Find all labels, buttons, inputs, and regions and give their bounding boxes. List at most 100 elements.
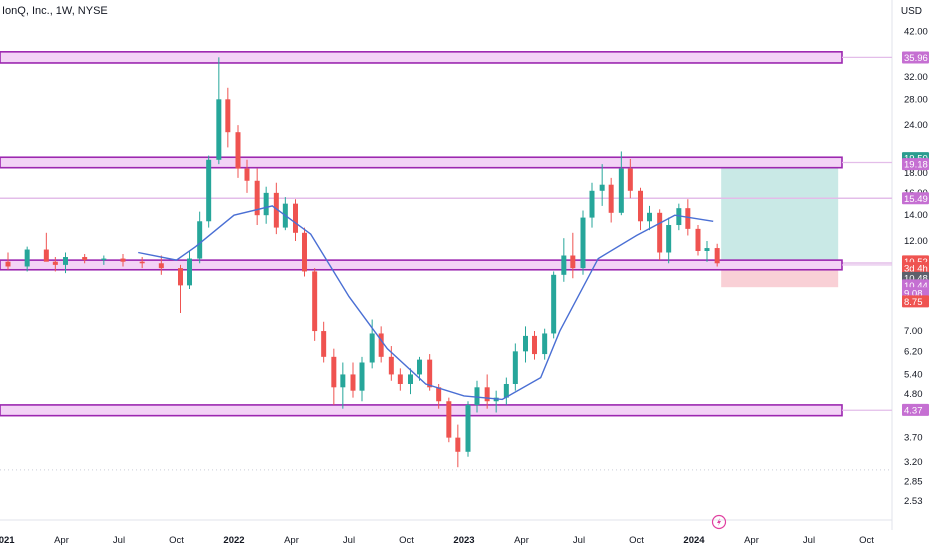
candle-body xyxy=(647,212,652,222)
y-tick-label: 4.80 xyxy=(904,389,923,400)
y-tick-label: 2.85 xyxy=(904,476,923,487)
candle-body xyxy=(254,180,260,216)
candle-body xyxy=(714,248,720,264)
price-tag-label: 35.96 xyxy=(904,53,928,64)
price-tag xyxy=(902,295,929,308)
candle-body xyxy=(474,387,480,405)
x-tick-label: Jul xyxy=(803,535,815,546)
candle-body xyxy=(378,333,384,357)
price-tag xyxy=(902,192,929,205)
candle-body xyxy=(359,362,365,391)
candle-body xyxy=(24,249,30,267)
currency-label: USD xyxy=(900,6,922,17)
candle-body xyxy=(561,255,567,275)
candle-body xyxy=(235,132,241,169)
y-tick-label: 28.00 xyxy=(904,94,928,105)
y-tick-label: 6.20 xyxy=(904,346,923,357)
candle-body xyxy=(302,232,307,272)
candle-body xyxy=(216,99,222,160)
candle-body xyxy=(197,221,203,259)
candle-body xyxy=(321,331,327,357)
candle-body xyxy=(523,335,528,352)
candle-body xyxy=(178,268,183,286)
candle-body xyxy=(52,261,58,265)
candle-body xyxy=(158,263,164,269)
candle-body xyxy=(331,356,337,388)
candle-body xyxy=(139,261,145,264)
candle-body xyxy=(465,404,471,452)
candle-body xyxy=(551,274,557,334)
y-tick-label: 3.70 xyxy=(904,433,923,444)
candle-body xyxy=(589,190,595,218)
candle-body xyxy=(608,184,614,213)
candle-body xyxy=(263,192,269,216)
x-tick-label: Apr xyxy=(744,535,759,546)
price-tag-label: 15.49 xyxy=(904,194,928,205)
candle-body xyxy=(638,190,643,222)
y-tick-label: 18.00 xyxy=(904,168,928,179)
candle-body xyxy=(417,359,422,375)
price-tag-label: 19.18 xyxy=(904,160,928,171)
x-tick-label: Jul xyxy=(573,535,585,546)
x-tick-label: 2023 xyxy=(453,535,474,546)
x-tick-label: 2024 xyxy=(683,535,705,546)
y-tick-label: 42.00 xyxy=(904,27,928,38)
candle-body xyxy=(685,208,691,229)
price-tag xyxy=(902,51,929,64)
y-tick-label: 14.00 xyxy=(904,210,928,221)
candle-body xyxy=(657,212,663,253)
candle-body xyxy=(397,374,403,384)
x-tick-label: Apr xyxy=(54,535,69,546)
y-tick-label: 12.00 xyxy=(904,236,928,247)
price-tag xyxy=(902,403,929,416)
x-tick-label: Jul xyxy=(343,535,355,546)
price-tag-label: 3d 4h xyxy=(904,264,928,275)
sr-zone xyxy=(0,156,843,169)
candle-body xyxy=(484,387,490,402)
price-tag xyxy=(902,158,929,171)
y-tick-label: 2.53 xyxy=(904,496,923,507)
candle-body xyxy=(82,257,88,261)
price-tag-label: 4.37 xyxy=(904,405,923,416)
candle-body xyxy=(618,168,624,213)
price-tag-label: 10.44 xyxy=(904,281,928,292)
candle-body xyxy=(704,248,710,252)
candle-body xyxy=(512,351,518,384)
candle-body xyxy=(532,335,537,355)
y-tick-label: 24.00 xyxy=(904,120,928,131)
price-tag xyxy=(902,262,929,275)
sr-zone xyxy=(0,404,843,417)
candle-body xyxy=(666,225,672,253)
candle-body xyxy=(570,255,576,269)
candle-body xyxy=(542,333,548,355)
candle-body xyxy=(408,374,413,384)
candle-body xyxy=(455,437,461,452)
candle-body xyxy=(388,356,394,375)
moving-average-line xyxy=(138,205,714,401)
candle-body xyxy=(187,258,192,286)
price-tag-label: 8.75 xyxy=(904,297,923,308)
candle-body xyxy=(206,159,212,222)
x-tick-label: Oct xyxy=(399,535,414,546)
y-tick-label: 7.00 xyxy=(904,326,923,337)
candle-body xyxy=(43,249,49,262)
x-tick-label: Apr xyxy=(284,535,299,546)
candle-body xyxy=(676,208,682,226)
x-tick-label: Oct xyxy=(859,535,874,546)
y-tick-label: 5.40 xyxy=(904,369,923,380)
candle-body xyxy=(101,258,107,261)
x-tick-label: Apr xyxy=(514,535,529,546)
candle-body xyxy=(369,333,375,363)
x-tick-label: Oct xyxy=(629,535,644,546)
candle-body xyxy=(350,374,356,391)
candle-body xyxy=(599,184,605,191)
x-tick-label: Oct xyxy=(169,535,184,546)
symbol-header: IonQ, Inc., 1W, NYSE xyxy=(2,5,108,17)
candle-body xyxy=(244,168,250,181)
price-tag-label: 9.08 xyxy=(904,289,923,300)
sr-zone xyxy=(0,51,843,64)
candle-body xyxy=(427,359,433,388)
candle-body xyxy=(225,99,231,133)
y-tick-label: 3.20 xyxy=(904,457,923,468)
